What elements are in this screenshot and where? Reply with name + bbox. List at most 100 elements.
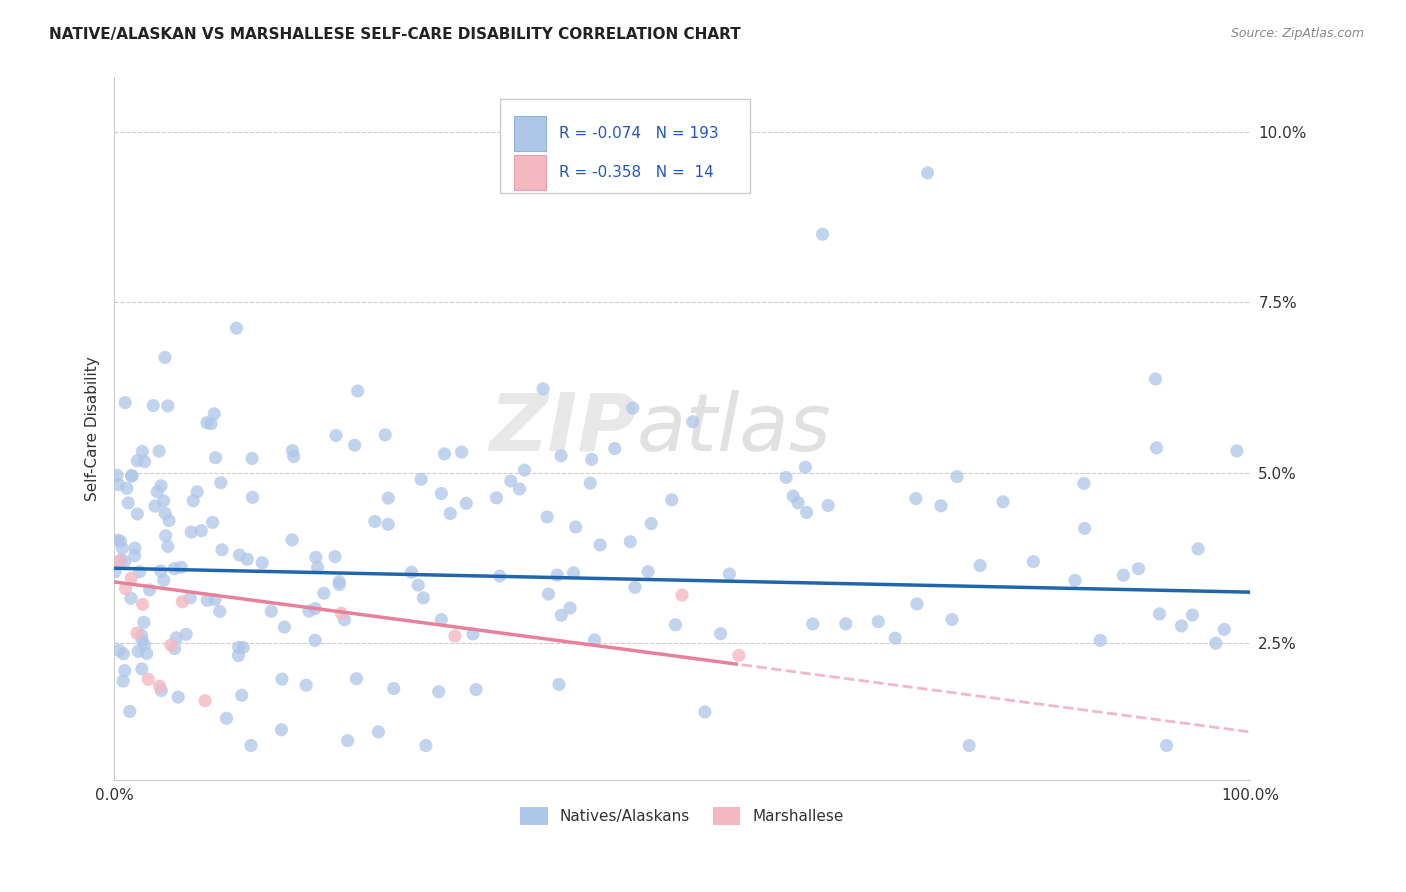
Natives/Alaskans [107,533,129,548]
Natives/Alaskans [270,723,292,737]
Natives/Alaskans [156,399,179,413]
Natives/Alaskans [1213,623,1236,637]
Natives/Alaskans [149,564,172,578]
Natives/Alaskans [664,617,686,632]
Natives/Alaskans [167,690,190,704]
Natives/Alaskans [131,628,153,642]
Natives/Alaskans [1112,568,1135,582]
Natives/Alaskans [110,553,132,567]
Marshallese [671,588,693,602]
Natives/Alaskans [433,447,456,461]
Natives/Alaskans [364,515,387,529]
Natives/Alaskans [152,494,174,508]
Natives/Alaskans [260,604,283,618]
Natives/Alaskans [917,166,939,180]
Natives/Alaskans [377,491,399,505]
Natives/Alaskans [558,601,581,615]
Natives/Alaskans [273,620,295,634]
Marshallese [136,673,159,687]
Natives/Alaskans [430,486,453,500]
Text: ZIP: ZIP [489,390,637,467]
Natives/Alaskans [374,428,396,442]
Marshallese [120,571,142,585]
Natives/Alaskans [152,573,174,587]
Natives/Alaskans [548,677,571,691]
Natives/Alaskans [794,460,817,475]
FancyBboxPatch shape [515,155,546,191]
Natives/Alaskans [134,638,156,652]
Natives/Alaskans [801,617,824,632]
Natives/Alaskans [150,479,173,493]
Natives/Alaskans [180,524,202,539]
Natives/Alaskans [946,469,969,483]
Natives/Alaskans [124,549,146,563]
Natives/Alaskans [131,633,153,648]
Natives/Alaskans [488,569,510,583]
Natives/Alaskans [114,395,136,409]
Natives/Alaskans [537,587,560,601]
Natives/Alaskans [835,616,858,631]
Natives/Alaskans [1073,521,1095,535]
Natives/Alaskans [179,591,201,605]
Natives/Alaskans [581,452,603,467]
Natives/Alaskans [344,672,367,686]
Natives/Alaskans [796,505,818,519]
Natives/Alaskans [619,534,641,549]
Natives/Alaskans [155,529,177,543]
Natives/Alaskans [564,520,586,534]
Natives/Alaskans [969,558,991,573]
Natives/Alaskans [200,417,222,431]
Natives/Alaskans [186,484,208,499]
Natives/Alaskans [450,445,472,459]
Natives/Alaskans [1181,608,1204,623]
Natives/Alaskans [114,554,136,568]
Natives/Alaskans [336,733,359,747]
Natives/Alaskans [231,688,253,702]
Natives/Alaskans [682,415,704,429]
Natives/Alaskans [427,684,450,698]
Natives/Alaskans [104,565,127,579]
Natives/Alaskans [1073,476,1095,491]
Natives/Alaskans [661,492,683,507]
Natives/Alaskans [225,321,247,335]
Text: atlas: atlas [637,390,831,467]
Natives/Alaskans [957,739,980,753]
Natives/Alaskans [134,455,156,469]
Natives/Alaskans [204,592,226,607]
Natives/Alaskans [170,560,193,574]
Natives/Alaskans [456,496,478,510]
Natives/Alaskans [112,674,135,689]
Marshallese [727,648,749,663]
Natives/Alaskans [142,399,165,413]
Natives/Alaskans [240,451,263,466]
Natives/Alaskans [110,534,132,549]
Natives/Alaskans [485,491,508,505]
Natives/Alaskans [621,401,644,416]
Marshallese [114,582,136,596]
Natives/Alaskans [281,533,304,547]
Text: NATIVE/ALASKAN VS MARSHALLESE SELF-CARE DISABILITY CORRELATION CHART: NATIVE/ALASKAN VS MARSHALLESE SELF-CARE … [49,27,741,42]
Natives/Alaskans [333,613,356,627]
Marshallese [194,694,217,708]
Natives/Alaskans [232,640,254,655]
Natives/Alaskans [228,548,250,562]
Natives/Alaskans [637,565,659,579]
Text: R = -0.358   N =  14: R = -0.358 N = 14 [560,165,714,180]
Marshallese [330,607,353,621]
Natives/Alaskans [884,631,907,645]
Natives/Alaskans [156,540,179,554]
Natives/Alaskans [201,516,224,530]
Natives/Alaskans [531,382,554,396]
Natives/Alaskans [465,682,488,697]
Natives/Alaskans [1205,636,1227,650]
Natives/Alaskans [412,591,434,605]
Natives/Alaskans [624,580,647,594]
Natives/Alaskans [128,565,150,579]
Natives/Alaskans [579,476,602,491]
Natives/Alaskans [153,351,176,365]
Natives/Alaskans [157,514,180,528]
Natives/Alaskans [163,562,186,576]
Natives/Alaskans [991,495,1014,509]
Natives/Alaskans [127,644,149,658]
Natives/Alaskans [111,541,134,556]
